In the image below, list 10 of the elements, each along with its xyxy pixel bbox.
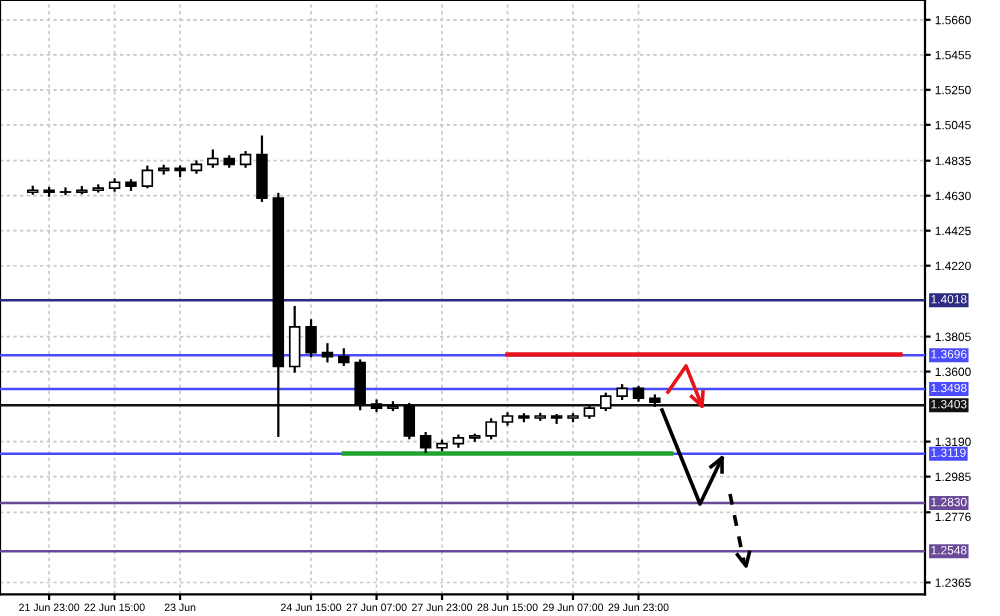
candlestick: [59, 187, 72, 196]
candlestick: [403, 402, 416, 440]
candlestick: [256, 135, 268, 202]
candlestick: [354, 359, 366, 411]
candlestick: [485, 418, 497, 440]
candlestick: [419, 431, 432, 453]
candlestick: [141, 165, 154, 189]
candlestick: [321, 343, 334, 363]
candlestick: [288, 305, 301, 373]
candlestick: [305, 319, 317, 358]
